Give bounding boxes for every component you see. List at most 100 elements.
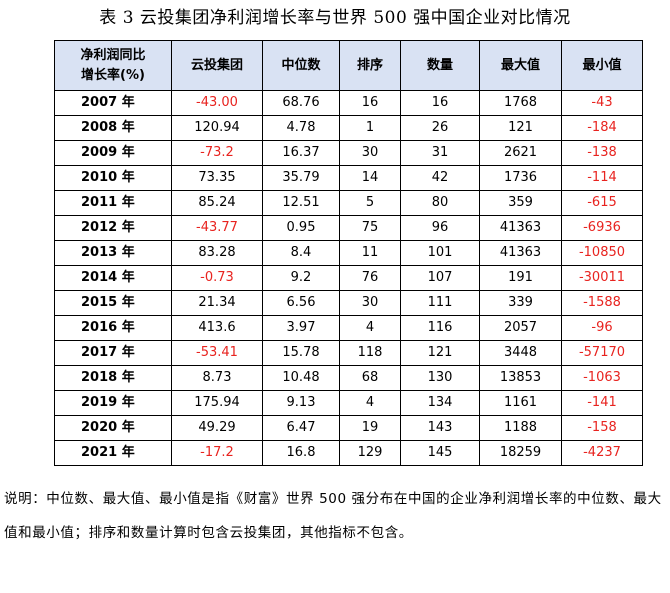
median-cell: 6.47 — [262, 415, 340, 441]
table-row: 2013 年 83.28 8.4 11 101 41363 -10850 — [54, 240, 643, 266]
year-cell: 2008 年 — [54, 115, 172, 141]
max-cell: 3448 — [479, 340, 562, 366]
max-cell: 1736 — [479, 165, 562, 191]
rank-cell: 30 — [339, 140, 401, 166]
median-cell: 12.51 — [262, 190, 340, 216]
rank-cell: 118 — [339, 340, 401, 366]
min-cell: -138 — [561, 140, 643, 166]
min-cell: -43 — [561, 90, 643, 116]
column-header-yuntou: 云投集团 — [171, 40, 263, 91]
median-cell: 16.37 — [262, 140, 340, 166]
rank-cell: 19 — [339, 415, 401, 441]
year-cell: 2021 年 — [54, 440, 172, 466]
max-cell: 359 — [479, 190, 562, 216]
rank-cell: 14 — [339, 165, 401, 191]
rank-cell: 75 — [339, 215, 401, 241]
yuntou-cell: -17.2 — [171, 440, 263, 466]
median-cell: 0.95 — [262, 215, 340, 241]
yuntou-cell: -53.41 — [171, 340, 263, 366]
column-header-rank: 排序 — [339, 40, 401, 91]
max-cell: 121 — [479, 115, 562, 141]
median-cell: 8.4 — [262, 240, 340, 266]
median-cell: 16.8 — [262, 440, 340, 466]
max-cell: 18259 — [479, 440, 562, 466]
max-cell: 1188 — [479, 415, 562, 441]
max-cell: 339 — [479, 290, 562, 316]
table-row: 2010 年 73.35 35.79 14 42 1736 -114 — [54, 165, 643, 191]
rank-cell: 16 — [339, 90, 401, 116]
table-row: 2014 年 -0.73 9.2 76 107 191 -30011 — [54, 265, 643, 291]
column-header-count: 数量 — [400, 40, 480, 91]
rank-cell: 4 — [339, 315, 401, 341]
table-note: 说明：中位数、最大值、最小值是指《财富》世界 500 强分布在中国的企业净利润增… — [4, 491, 662, 541]
year-cell: 2019 年 — [54, 390, 172, 416]
table-row: 2012 年 -43.77 0.95 75 96 41363 -6936 — [54, 215, 643, 241]
table-row: 2015 年 21.34 6.56 30 111 339 -1588 — [54, 290, 643, 316]
count-cell: 31 — [400, 140, 480, 166]
column-header-max: 最大值 — [479, 40, 562, 91]
year-cell: 2020 年 — [54, 415, 172, 441]
table-row: 2008 年 120.94 4.78 1 26 121 -184 — [54, 115, 643, 141]
row-label-line1: 净利润同比 — [80, 47, 146, 63]
rank-cell: 4 — [339, 390, 401, 416]
min-cell: -615 — [561, 190, 643, 216]
table-row: 2019 年 175.94 9.13 4 134 1161 -141 — [54, 390, 643, 416]
yuntou-cell: -43.77 — [171, 215, 263, 241]
table-row: 2018 年 8.73 10.48 68 130 13853 -1063 — [54, 365, 643, 391]
count-cell: 101 — [400, 240, 480, 266]
max-cell: 2057 — [479, 315, 562, 341]
yuntou-cell: 175.94 — [171, 390, 263, 416]
yuntou-cell: 49.29 — [171, 415, 263, 441]
comparison-table: 净利润同比 增长率(%) 云投集团 中位数 排序 数量 最大值 最小值 2007… — [54, 40, 643, 466]
median-cell: 15.78 — [262, 340, 340, 366]
row-label-header: 净利润同比 增长率(%) — [54, 40, 172, 91]
min-cell: -6936 — [561, 215, 643, 241]
max-cell: 13853 — [479, 365, 562, 391]
min-cell: -158 — [561, 415, 643, 441]
yuntou-cell: 21.34 — [171, 290, 263, 316]
count-cell: 16 — [400, 90, 480, 116]
yuntou-cell: 8.73 — [171, 365, 263, 391]
count-cell: 145 — [400, 440, 480, 466]
median-cell: 35.79 — [262, 165, 340, 191]
table-row: 2021 年 -17.2 16.8 129 145 18259 -4237 — [54, 440, 643, 466]
count-cell: 107 — [400, 265, 480, 291]
min-cell: -1063 — [561, 365, 643, 391]
header-row: 净利润同比 增长率(%) 云投集团 中位数 排序 数量 最大值 最小值 — [54, 40, 643, 91]
year-cell: 2012 年 — [54, 215, 172, 241]
table-row: 2007 年 -43.00 68.76 16 16 1768 -43 — [54, 90, 643, 116]
year-cell: 2011 年 — [54, 190, 172, 216]
min-cell: -114 — [561, 165, 643, 191]
median-cell: 9.2 — [262, 265, 340, 291]
rank-cell: 5 — [339, 190, 401, 216]
max-cell: 2621 — [479, 140, 562, 166]
table-row: 2017 年 -53.41 15.78 118 121 3448 -57170 — [54, 340, 643, 366]
count-cell: 111 — [400, 290, 480, 316]
yuntou-cell: 73.35 — [171, 165, 263, 191]
median-cell: 9.13 — [262, 390, 340, 416]
yuntou-cell: 83.28 — [171, 240, 263, 266]
median-cell: 4.78 — [262, 115, 340, 141]
table-row: 2011 年 85.24 12.51 5 80 359 -615 — [54, 190, 643, 216]
min-cell: -57170 — [561, 340, 643, 366]
min-cell: -96 — [561, 315, 643, 341]
column-header-median: 中位数 — [262, 40, 340, 91]
row-label-line2: 增长率(%) — [81, 67, 145, 83]
yuntou-cell: 120.94 — [171, 115, 263, 141]
yuntou-cell: -43.00 — [171, 90, 263, 116]
count-cell: 134 — [400, 390, 480, 416]
count-cell: 96 — [400, 215, 480, 241]
table-row: 2020 年 49.29 6.47 19 143 1188 -158 — [54, 415, 643, 441]
year-cell: 2016 年 — [54, 315, 172, 341]
table-body: 2007 年 -43.00 68.76 16 16 1768 -43 2008 年 120.94… — [54, 90, 643, 466]
year-cell: 2007 年 — [54, 90, 172, 116]
count-cell: 26 — [400, 115, 480, 141]
median-cell: 6.56 — [262, 290, 340, 316]
count-cell: 143 — [400, 415, 480, 441]
rank-cell: 68 — [339, 365, 401, 391]
rank-cell: 11 — [339, 240, 401, 266]
yuntou-cell: 413.6 — [171, 315, 263, 341]
rank-cell: 129 — [339, 440, 401, 466]
max-cell: 41363 — [479, 240, 562, 266]
year-cell: 2017 年 — [54, 340, 172, 366]
